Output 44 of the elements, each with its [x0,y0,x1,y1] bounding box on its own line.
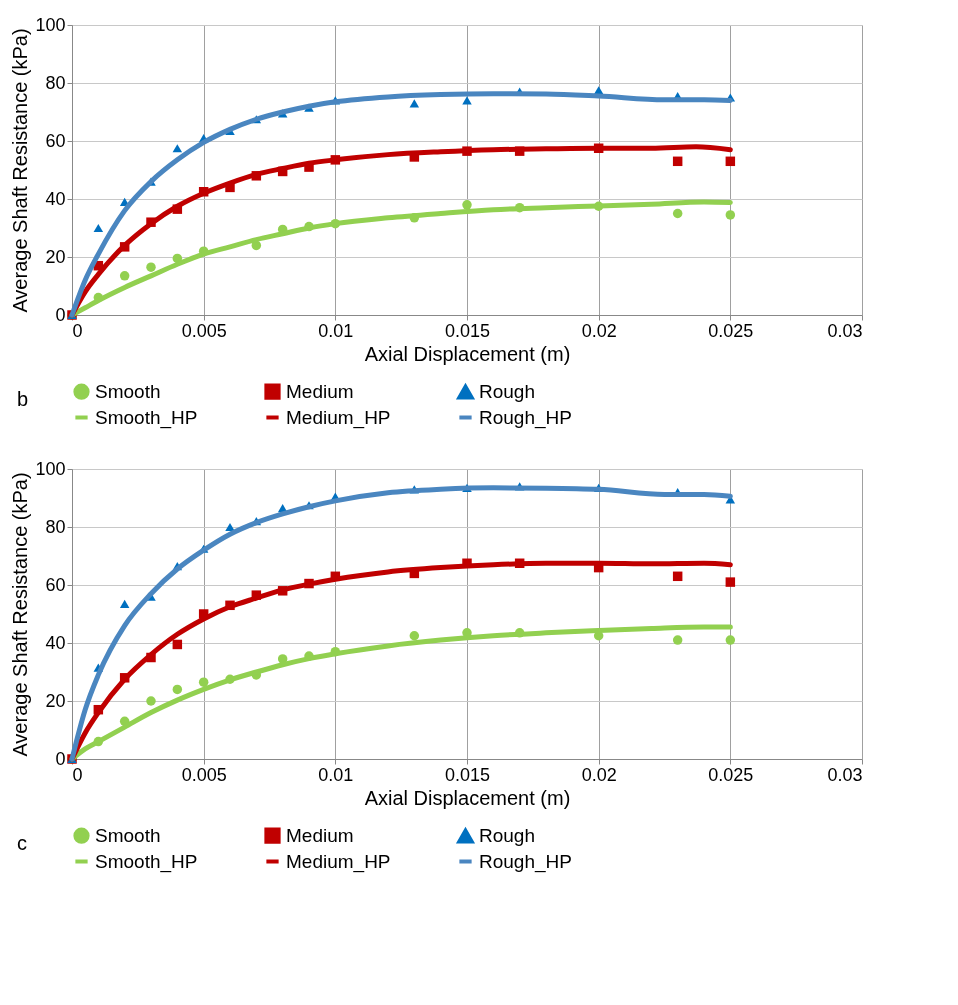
x-tick-label: 0 [72,764,83,785]
text: c [17,832,27,854]
y-tick-label: 80 [45,72,66,93]
y-tick-label: 40 [45,188,66,209]
y-tick-label: 80 [45,516,66,537]
legend-label: Smooth [95,380,161,402]
y-tick-label: 60 [45,574,66,595]
x-tick-label: 0 [72,320,83,341]
y-axis-title: Average Shaft Resistance (kPa) [9,28,32,313]
x-tick-label: 0.025 [708,764,754,785]
legend-label: Medium_HP [286,406,391,429]
legend-label: Rough [479,825,535,847]
x-tick-label: 0.02 [581,764,617,785]
y-tick-label: 20 [45,690,66,711]
y-tick-label: 0 [55,304,66,325]
legend-label: Medium [286,824,354,846]
x-tick-label: 0.03 [827,764,863,785]
x-tick-label: 0.005 [181,764,227,785]
x-tick-label: 0.02 [581,320,617,341]
y-tick-label: 20 [45,246,66,267]
legend-label: Medium_HP [286,850,391,873]
legend-label: Rough [479,381,535,403]
text: b [17,388,29,410]
y-axis-title: Average Shaft Resistance (kPa) [9,472,32,757]
legend-label: Smooth [95,824,161,846]
y-tick-label: 100 [35,458,66,479]
x-tick-label: 0.01 [318,320,354,341]
legend-label: Rough_HP [479,850,572,873]
x-tick-label: 0.01 [318,764,354,785]
x-tick-label: 0.015 [444,764,491,785]
x-tick-label: 0.03 [827,320,863,341]
x-tick-label: 0.015 [444,320,491,341]
y-tick-label: 60 [45,130,66,151]
x-axis-title: Axial Displacement (m) [364,342,571,365]
legend-label: Smooth_HP [95,406,198,429]
x-tick-label: 0.005 [181,320,227,341]
legend-label: Rough_HP [479,406,572,429]
legend-label: Medium [286,380,354,402]
legend-label: Smooth_HP [95,850,198,873]
x-tick-label: 0.025 [708,320,754,341]
y-tick-label: 100 [35,14,66,35]
x-axis-title: Axial Displacement (m) [364,786,571,809]
y-tick-label: 0 [55,748,66,769]
y-tick-label: 40 [45,632,66,653]
